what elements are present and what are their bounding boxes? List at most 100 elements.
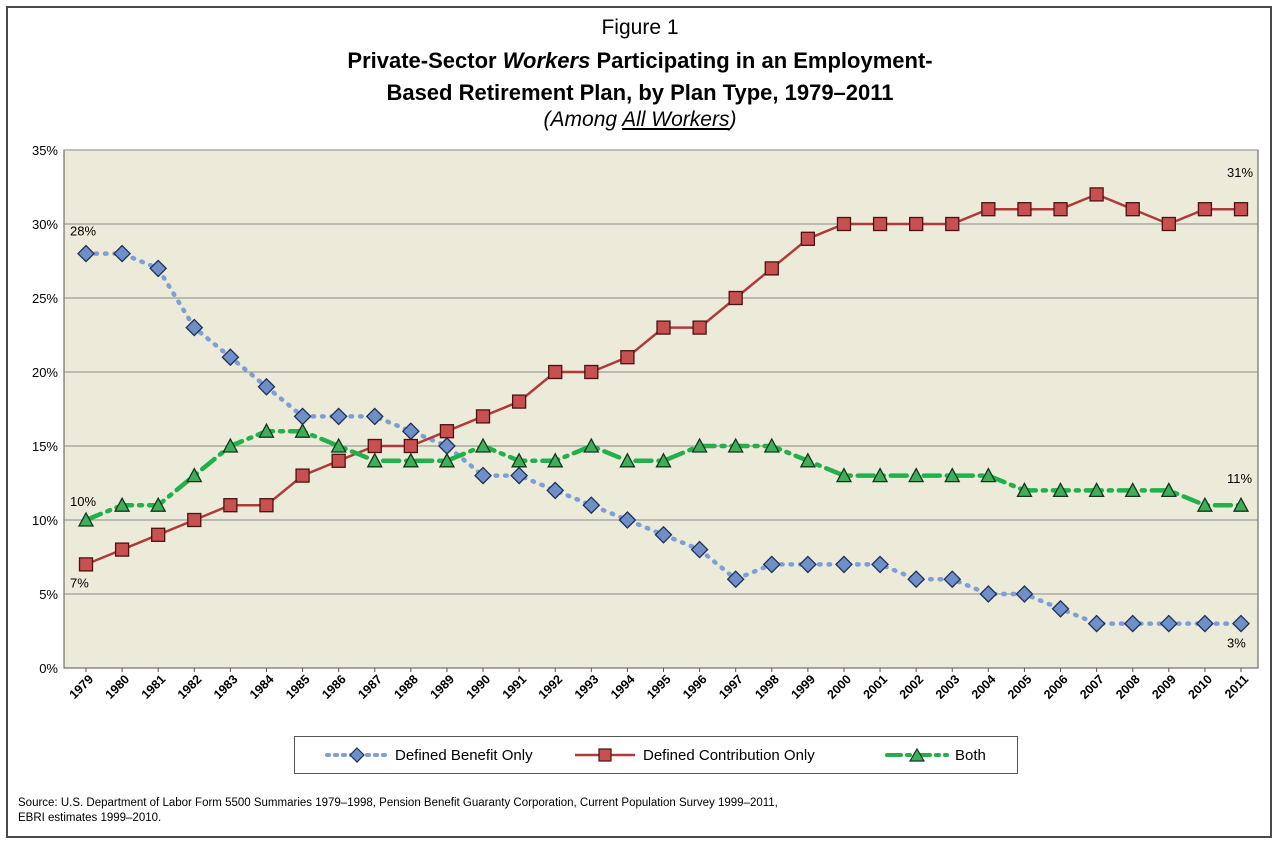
point-dc xyxy=(475,409,491,424)
legend-swatch-both xyxy=(885,747,949,762)
point-both xyxy=(908,467,925,483)
x-tick-label: 2004 xyxy=(969,672,999,702)
point-dc xyxy=(151,527,166,542)
x-tick-label: 1991 xyxy=(500,672,530,702)
point-dc xyxy=(656,320,671,335)
source-note: Source: U.S. Department of Labor Form 55… xyxy=(18,796,1258,826)
source-line-2: EBRI estimates 1999–2010. xyxy=(18,812,162,824)
legend-item-db: Defined Benefit Only xyxy=(325,737,533,773)
title-emphasis: Workers xyxy=(502,48,591,73)
point-both xyxy=(1088,482,1105,498)
x-tick-label: 2002 xyxy=(897,672,927,702)
point-dc xyxy=(1089,187,1104,202)
legend-label-dc: Defined Contribution Only xyxy=(643,746,815,764)
x-tick-label: 2008 xyxy=(1113,672,1143,702)
chart-legend: Defined Benefit Only Defined Contributio… xyxy=(294,736,1018,774)
y-tick-label: 20% xyxy=(32,365,58,380)
point-both xyxy=(1232,496,1250,512)
point-dc xyxy=(223,498,238,513)
point-both xyxy=(691,437,708,453)
x-tick-label: 1986 xyxy=(319,672,349,702)
point-dc xyxy=(295,468,310,483)
point-both xyxy=(186,467,203,483)
x-tick-label: 2011 xyxy=(1222,672,1251,701)
point-dc xyxy=(909,216,924,232)
figure-label: Figure 1 xyxy=(601,16,679,39)
point-dc xyxy=(1197,202,1213,217)
x-tick-label: 1988 xyxy=(391,672,421,702)
point-dc xyxy=(872,216,888,232)
legend-item-both: Both xyxy=(885,737,986,773)
legend-label-db: Defined Benefit Only xyxy=(395,746,533,764)
point-both xyxy=(1160,482,1177,498)
point-db xyxy=(1051,599,1070,618)
point-both xyxy=(438,452,456,468)
plot-area xyxy=(63,149,1259,669)
point-both xyxy=(583,437,600,453)
point-both xyxy=(619,452,636,468)
point-dc xyxy=(764,261,779,276)
subtitle-open: (Among xyxy=(543,108,623,131)
point-dc xyxy=(800,231,816,246)
point-dc xyxy=(945,216,960,232)
point-dc xyxy=(981,202,996,217)
point-dc xyxy=(620,350,635,365)
chart-subtitle: (Among All Workers) xyxy=(0,108,1280,132)
data-label: 10% xyxy=(70,494,96,509)
x-tick-label: 1998 xyxy=(752,672,782,702)
point-dc xyxy=(367,438,382,454)
x-tick-label: 1994 xyxy=(608,672,638,702)
y-tick-label: 5% xyxy=(39,587,58,602)
point-db xyxy=(113,244,132,263)
point-dc xyxy=(1017,202,1032,217)
point-both xyxy=(547,452,564,468)
x-tick-label: 2005 xyxy=(1005,672,1035,702)
title-pre: Private-Sector xyxy=(347,48,503,73)
point-db xyxy=(149,259,168,278)
data-label: 7% xyxy=(70,575,89,590)
point-db xyxy=(77,244,95,263)
point-db xyxy=(329,407,348,426)
x-tick-label: 2007 xyxy=(1077,672,1107,702)
point-db xyxy=(835,555,853,574)
x-tick-label: 1997 xyxy=(716,672,746,702)
point-both xyxy=(366,452,383,468)
point-db xyxy=(365,407,384,426)
y-tick-label: 25% xyxy=(32,291,58,306)
x-tick-label: 2009 xyxy=(1149,672,1179,702)
point-both xyxy=(871,467,889,483)
y-tick-label: 35% xyxy=(32,143,58,158)
x-tick-label: 1979 xyxy=(67,672,97,702)
point-dc xyxy=(259,498,274,513)
x-tick-label: 1981 xyxy=(139,672,169,702)
point-db xyxy=(979,585,998,603)
point-both xyxy=(1196,496,1213,512)
x-tick-label: 2010 xyxy=(1185,672,1215,702)
point-both xyxy=(258,422,275,438)
point-both xyxy=(1124,482,1141,498)
point-both xyxy=(727,437,744,453)
point-db xyxy=(185,318,204,337)
point-both xyxy=(944,467,961,483)
x-tick-label: 1999 xyxy=(788,672,818,702)
point-db xyxy=(1123,614,1142,633)
point-dc xyxy=(728,290,743,306)
point-both xyxy=(835,467,853,483)
point-both xyxy=(511,452,528,468)
y-tick-label: 30% xyxy=(32,217,58,232)
x-tick-label: 1984 xyxy=(247,672,277,702)
x-tick-label: 1995 xyxy=(644,672,674,702)
x-tick-label: 1990 xyxy=(464,672,494,702)
data-label: 11% xyxy=(1227,471,1252,486)
y-tick-label: 0% xyxy=(39,661,58,676)
chart-title-line1: Private-Sector Workers Participating in … xyxy=(0,48,1280,74)
point-both xyxy=(799,452,816,468)
point-db xyxy=(943,570,962,589)
legend-item-dc: Defined Contribution Only xyxy=(573,737,815,773)
x-tick-label: 1987 xyxy=(355,672,385,702)
point-dc xyxy=(1125,202,1140,217)
point-db xyxy=(907,570,926,589)
point-both xyxy=(77,511,95,527)
point-db xyxy=(221,348,240,367)
